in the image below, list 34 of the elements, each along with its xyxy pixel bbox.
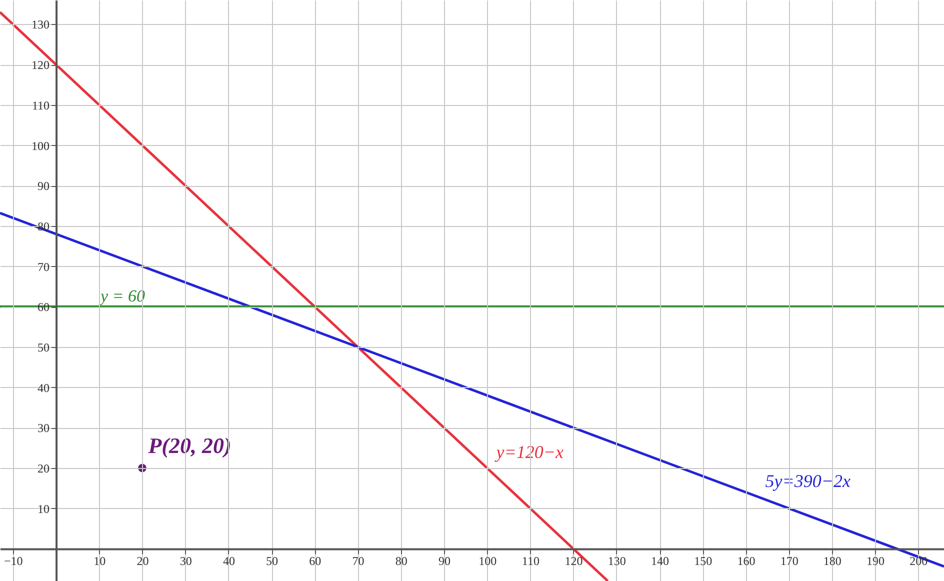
y-tick-label: 120 <box>32 58 50 72</box>
x-tick-label: 170 <box>780 554 798 568</box>
x-tick-label: 140 <box>651 554 670 568</box>
x-tick-label: 60 <box>309 554 322 568</box>
x-tick-label: 200 <box>910 554 928 568</box>
y-tick-label: 20 <box>38 462 50 476</box>
x-tick-label: 150 <box>694 554 712 568</box>
y-tick-label: 30 <box>38 421 50 436</box>
x-tick-label: 30 <box>180 554 192 568</box>
x-tick-label: 100 <box>478 554 497 568</box>
x-tick-label: 10 <box>94 554 106 568</box>
x-tick-label: 180 <box>823 554 842 568</box>
x-tick-label: 120 <box>564 554 583 568</box>
x-tick-label: 80 <box>395 554 408 568</box>
x-tick-label: 50 <box>266 554 278 568</box>
y-tick-label: 90 <box>38 179 50 194</box>
y-tick-label: 10 <box>38 502 50 516</box>
x-tick-label: 160 <box>737 554 756 568</box>
x-tick-label: 90 <box>438 554 450 568</box>
x-tick-label: −10 <box>4 554 23 568</box>
y-tick-label: 50 <box>38 340 50 354</box>
y-tick-label: 70 <box>38 260 50 274</box>
x-tick-label: 130 <box>608 554 626 568</box>
y-tick-label: 40 <box>38 380 50 395</box>
x-tick-label: 110 <box>522 554 540 568</box>
x-tick-label: 70 <box>352 554 364 568</box>
y-tick-label: 110 <box>32 98 50 112</box>
series-label: 5y=390−2x <box>765 470 850 491</box>
y-tick-label: 100 <box>32 138 50 153</box>
x-tick-label: 190 <box>866 554 885 568</box>
series-label: y=120−x <box>494 442 564 462</box>
y-tick-label: 130 <box>32 18 50 32</box>
x-tick-label: 20 <box>136 554 149 568</box>
x-tick-label: 40 <box>222 554 235 568</box>
